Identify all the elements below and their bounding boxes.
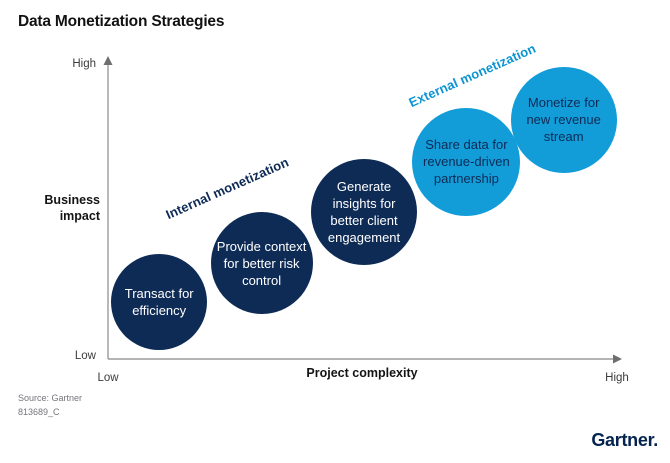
bubble-label: Monetize for new revenue stream	[526, 95, 601, 145]
chart-title: Data Monetization Strategies	[18, 13, 225, 30]
bubble: Monetize for new revenue stream	[510, 66, 617, 173]
bubble: Share data for revenue-driven partnershi…	[412, 107, 521, 216]
bubble-label: Generate insights for better client enga…	[327, 179, 401, 246]
gartner-logo: Gartner.	[591, 430, 658, 450]
bubble: Provide context for better risk control	[210, 212, 313, 315]
x-axis-arrow-icon	[613, 354, 622, 364]
bubble: Generate insights for better client enga…	[311, 159, 417, 266]
source-text: Source: Gartner	[18, 393, 83, 403]
bubble: Transact for efficiency	[111, 254, 208, 351]
doc-id-text: 813689_C	[18, 407, 60, 417]
bubble-label: Share data for revenue-driven partnershi…	[423, 137, 510, 187]
y-axis-arrow-icon	[103, 56, 113, 65]
x-axis-low-label: Low	[97, 372, 119, 384]
y-axis-high-label: High	[72, 58, 96, 70]
x-axis-title: Project complexity	[306, 366, 418, 380]
y-axis-title: Business impact	[44, 193, 100, 223]
bubble-label: Transact for efficiency	[124, 286, 194, 319]
x-axis-high-label: High	[605, 372, 629, 384]
bubble-label: Provide context for better risk control	[216, 238, 307, 288]
y-axis-low-label: Low	[74, 350, 96, 362]
